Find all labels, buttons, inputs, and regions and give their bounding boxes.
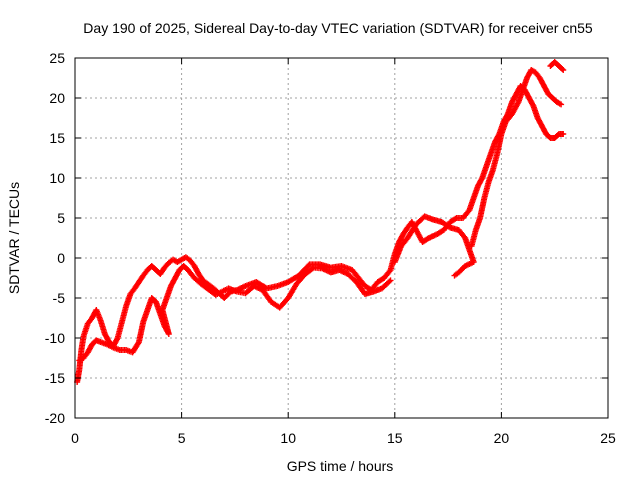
y-tick-label: 10: [49, 170, 65, 186]
x-axis-label: GPS time / hours: [287, 458, 394, 474]
data-series: [74, 59, 567, 385]
y-tick-label: 15: [49, 130, 65, 146]
y-tick-label: -15: [45, 370, 65, 386]
x-axis-ticks: 0 5 10 15 20 25: [71, 58, 616, 446]
y-axis-ticks: -20 -15 -10 -5 0 5 10 15 20 25: [45, 50, 608, 426]
data-point: [560, 67, 567, 73]
data-point: [452, 215, 459, 222]
series-track-c: [391, 59, 567, 279]
y-axis-label: SDTVAR / TECUs: [6, 182, 22, 294]
grid-lines: [75, 58, 608, 418]
data-point: [560, 131, 567, 137]
y-tick-label: -5: [53, 290, 66, 306]
data-point: [386, 278, 393, 285]
y-tick-label: -20: [45, 410, 65, 426]
chart-title: Day 190 of 2025, Sidereal Day-to-day VTE…: [83, 20, 593, 36]
data-point: [451, 272, 458, 279]
x-tick-label: 15: [387, 430, 403, 446]
x-tick-label: 10: [280, 430, 296, 446]
data-point: [387, 277, 394, 284]
data-point: [558, 101, 565, 108]
y-tick-label: 5: [57, 210, 65, 226]
y-tick-label: 25: [49, 50, 65, 66]
x-tick-label: 5: [178, 430, 186, 446]
plot-frame: [74, 57, 609, 419]
series-track-b: [76, 263, 394, 364]
y-tick-label: -10: [45, 330, 65, 346]
y-tick-label: 0: [57, 250, 65, 266]
x-tick-label: 0: [71, 430, 79, 446]
series-track-a: [74, 83, 567, 385]
y-tick-label: 20: [49, 90, 65, 106]
x-tick-label: 25: [600, 430, 616, 446]
x-tick-label: 20: [494, 430, 510, 446]
data-point: [559, 66, 566, 72]
